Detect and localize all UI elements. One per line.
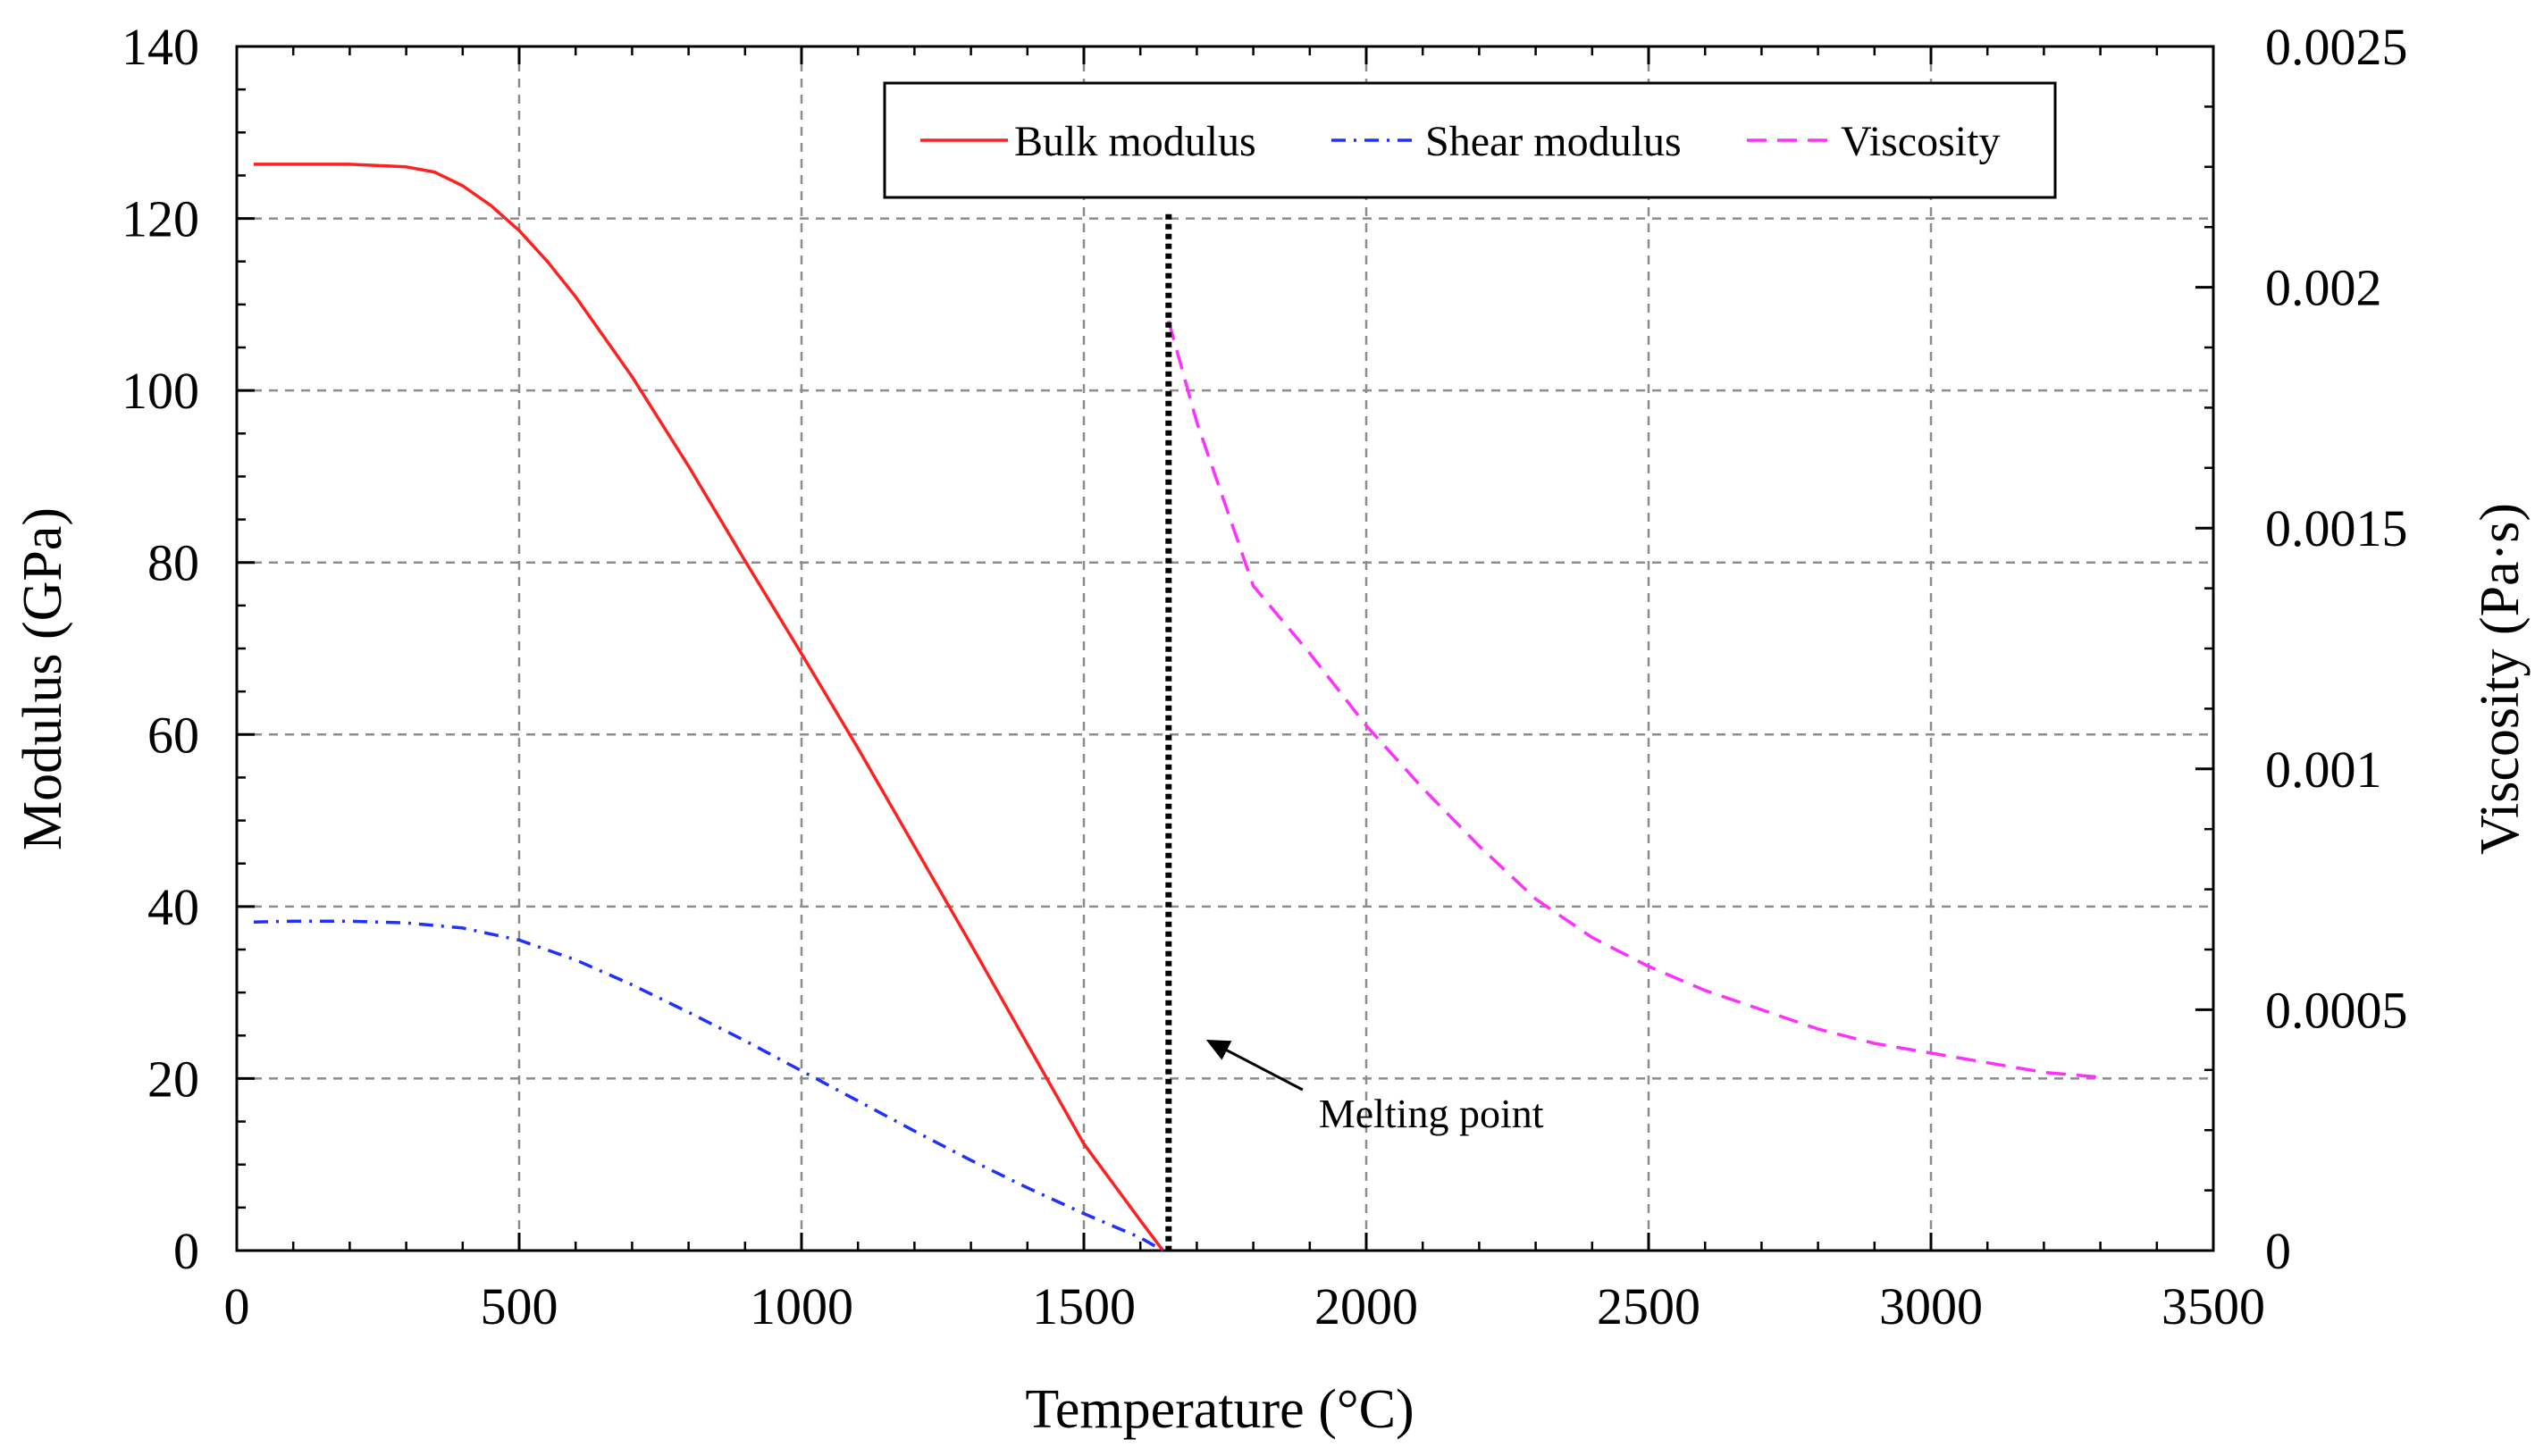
y2-axis-ticks: 0 0.0005 0.001 0.0015 0.002 0.0025 (2195, 18, 2408, 1280)
y2-tick-label: 0 (2265, 1222, 2291, 1280)
x-tick-label: 3000 (1879, 1277, 1983, 1335)
x-tick-label: 1500 (1032, 1277, 1136, 1335)
legend-label-shear-modulus: Shear modulus (1425, 118, 1682, 165)
annotations: Melting point (1165, 213, 1544, 1251)
y2-tick-label: 0.0025 (2265, 18, 2408, 76)
y-axis-title: Modulus (GPa) (13, 507, 73, 850)
x-tick-label: 2500 (1597, 1277, 1700, 1335)
y2-tick-label: 0.0005 (2265, 981, 2408, 1039)
melting-point-arrow (1218, 1044, 1304, 1092)
legend: Bulk modulus Shear modulus Viscosity (883, 81, 2057, 199)
x-tick-label: 500 (481, 1277, 558, 1335)
plot-frame (235, 45, 2215, 1252)
melting-point-label: Melting point (1319, 1091, 1544, 1136)
shear-modulus-line (253, 919, 1164, 1252)
series-lines (253, 163, 2101, 1252)
y-tick-label: 40 (147, 878, 199, 936)
gridlines (237, 46, 2213, 1251)
y-tick-label: 140 (122, 18, 199, 76)
y-axis-ticks: 0 20 40 60 80 100 120 140 (122, 18, 255, 1280)
viscosity-line (1167, 320, 2101, 1079)
y-tick-label: 20 (147, 1050, 199, 1108)
x-tick-label: 2000 (1314, 1277, 1418, 1335)
bulk-modulus-line (254, 163, 1164, 1252)
x-tick-label: 3500 (2161, 1277, 2265, 1335)
legend-box (883, 81, 2057, 199)
y2-tick-label: 0.001 (2265, 741, 2382, 799)
legend-label-viscosity: Viscosity (1841, 118, 2000, 165)
y-tick-label: 60 (147, 706, 199, 764)
x-tick-label: 0 (224, 1277, 250, 1335)
y-tick-label: 120 (122, 190, 199, 248)
x-axis-title: Temperature (°C) (1025, 1379, 1414, 1440)
melting-point-arrowhead (1205, 1040, 1232, 1060)
x-axis-ticks: 0 500 1000 1500 2000 2500 3000 3500 (224, 46, 2265, 1335)
y2-tick-label: 0.002 (2265, 259, 2382, 317)
y-tick-label: 80 (147, 534, 199, 592)
plot-area (235, 45, 2215, 1252)
legend-label-bulk-modulus: Bulk modulus (1014, 118, 1256, 165)
y-tick-label: 0 (173, 1222, 199, 1280)
x-tick-label: 1000 (750, 1277, 853, 1335)
y-tick-label: 100 (122, 362, 199, 420)
y2-tick-label: 0.0015 (2265, 499, 2408, 557)
y2-axis-title: Viscosity (Pa·s) (2470, 503, 2531, 855)
